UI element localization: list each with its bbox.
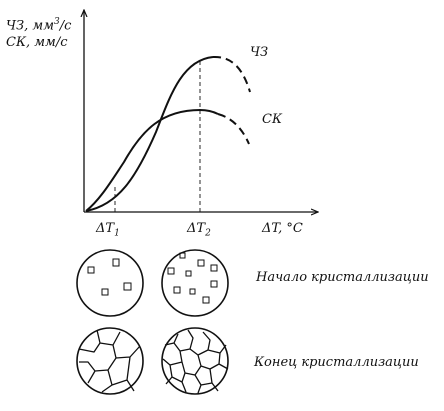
y-axis-label-line1: ЧЗ, мм bbox=[6, 18, 54, 34]
delta-t2-label: ΔT2 bbox=[187, 222, 211, 239]
delta-t2-main: ΔT bbox=[187, 221, 206, 236]
sk-curve-dashed-tail bbox=[217, 113, 250, 145]
y-axis-label: ЧЗ, мм3/с СК, мм/с bbox=[6, 17, 71, 51]
caption-crystallization-end: Конец кристаллизации bbox=[254, 355, 419, 370]
delta-t1-main: ΔT bbox=[96, 221, 115, 236]
caption-crystallization-start: Начало кристаллизации bbox=[256, 270, 429, 285]
delta-t1-sub: 1 bbox=[114, 228, 120, 239]
start-few-nuclei-circle bbox=[76, 249, 144, 317]
y-axis-label-line1-tail: /с bbox=[59, 18, 72, 34]
sk-curve bbox=[85, 108, 219, 212]
x-axis-label: ΔT, °C bbox=[262, 221, 303, 236]
end-coarse-grains-circle bbox=[76, 327, 144, 395]
delta-t2-sub: 2 bbox=[205, 228, 211, 239]
sk-curve-label: СК bbox=[262, 112, 283, 127]
start-many-nuclei-circle bbox=[161, 249, 229, 317]
cz-curve bbox=[85, 56, 214, 212]
end-fine-grains-circle bbox=[161, 327, 229, 395]
y-axis-label-exponent: 3 bbox=[53, 17, 60, 27]
cz-curve-dashed-tail bbox=[212, 55, 251, 93]
delta-t1-label: ΔT1 bbox=[96, 222, 120, 239]
y-axis-label-line2: СК, мм/с bbox=[6, 34, 68, 50]
cz-curve-label: ЧЗ bbox=[250, 45, 269, 60]
